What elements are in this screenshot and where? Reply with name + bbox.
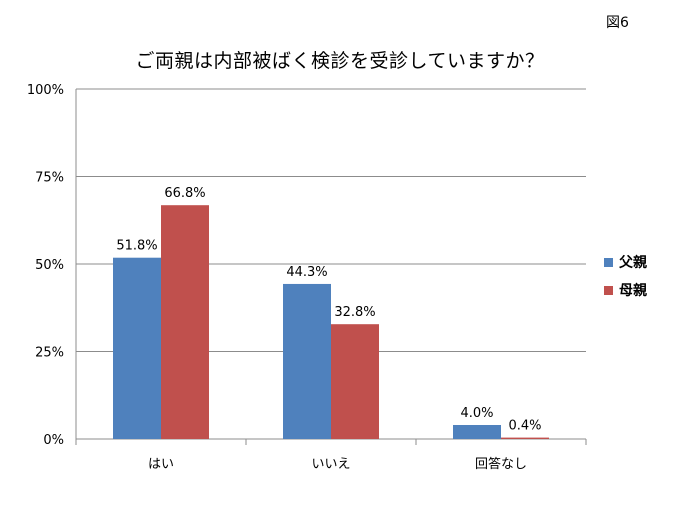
legend: 父親 母親 xyxy=(604,251,647,307)
bar xyxy=(113,257,161,439)
legend-item-father: 父親 xyxy=(604,251,647,273)
y-tick-label: 75% xyxy=(35,171,64,186)
chart-title: ご両親は内部被ばく検診を受診していますか？ xyxy=(135,50,545,72)
legend-label-mother: 母親 xyxy=(619,283,647,299)
legend-swatch-mother xyxy=(604,285,613,295)
y-tick-label: 0% xyxy=(43,433,64,448)
x-tick-label: はい xyxy=(148,457,174,472)
data-label: 0.4% xyxy=(508,419,541,434)
bar xyxy=(453,425,501,439)
bar xyxy=(331,324,379,439)
legend-label-father: 父親 xyxy=(619,255,647,271)
x-tick-label: 回答なし xyxy=(475,456,527,472)
bar xyxy=(283,283,331,439)
data-label: 4.0% xyxy=(460,406,493,421)
x-tick-label: いいえ xyxy=(311,457,350,472)
y-tick-label: 25% xyxy=(35,346,64,361)
legend-item-mother: 母親 xyxy=(604,279,647,301)
bar xyxy=(161,205,209,439)
data-label: 66.8% xyxy=(164,186,205,201)
y-tick-label: 100% xyxy=(27,83,64,98)
y-tick-label: 50% xyxy=(35,258,64,273)
data-label: 44.3% xyxy=(286,265,327,280)
bar xyxy=(501,437,549,439)
figure-label: 図6 xyxy=(606,15,629,31)
data-label: 32.8% xyxy=(334,305,375,320)
legend-swatch-father xyxy=(604,257,613,267)
data-label: 51.8% xyxy=(116,239,157,254)
